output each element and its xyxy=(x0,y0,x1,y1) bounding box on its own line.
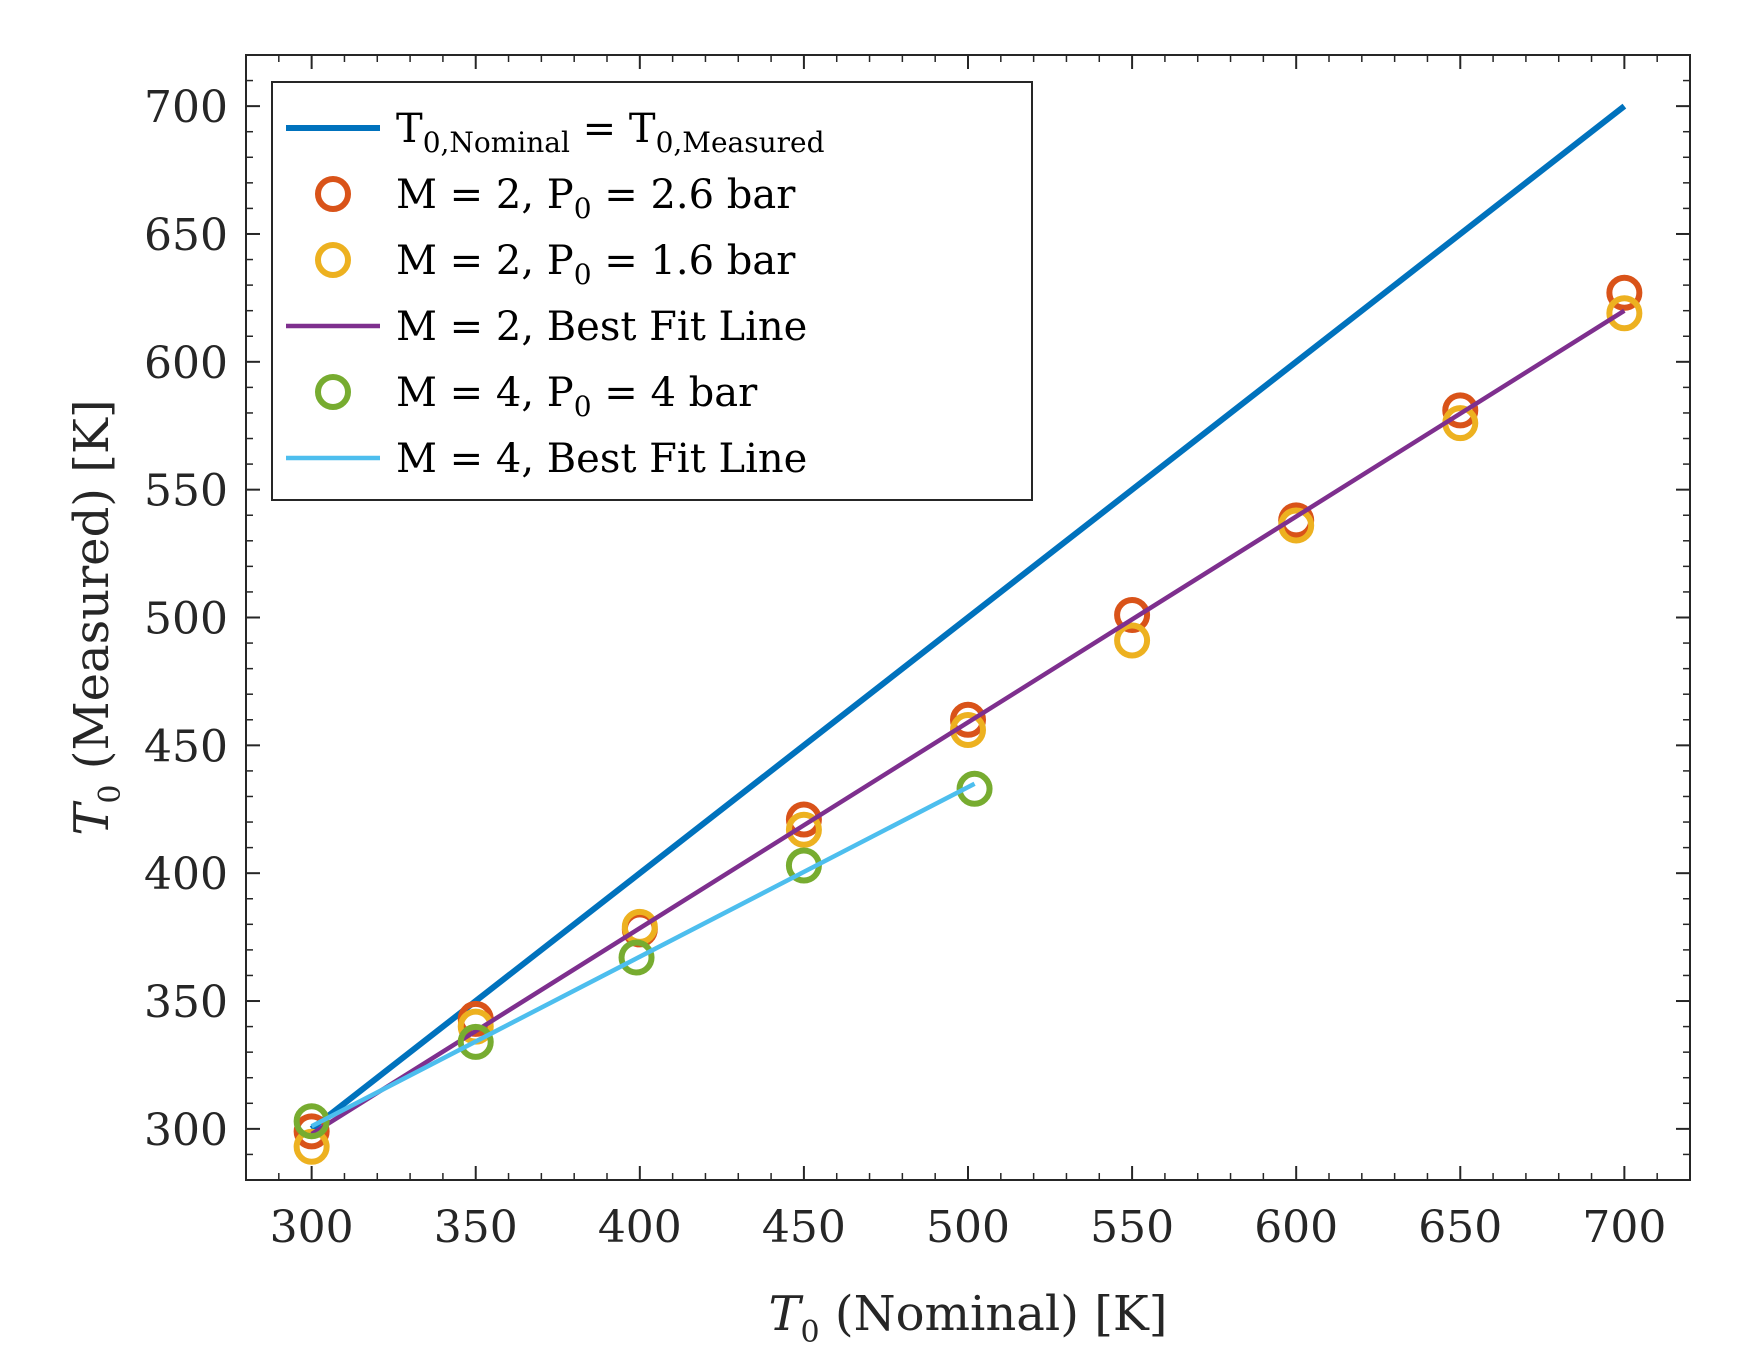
series-line-3 xyxy=(310,308,1626,1136)
y-tick-label-5: 550 xyxy=(144,466,228,517)
y-tick-label-4: 500 xyxy=(144,594,228,645)
legend-label-3: M = 2, Best Fit Line xyxy=(396,304,807,350)
y-tick-label-6: 600 xyxy=(144,338,228,389)
data-point-1-4 xyxy=(950,701,986,738)
legend-label-5: M = 4, Best Fit Line xyxy=(396,436,807,482)
data-point-2-3 xyxy=(785,811,822,848)
data-point-4-4 xyxy=(956,770,993,807)
data-point-4-2 xyxy=(618,939,655,976)
x-tick-label-4: 500 xyxy=(926,1202,1010,1253)
x-tick-label-2: 400 xyxy=(598,1202,682,1253)
legend-swatch-4 xyxy=(315,374,351,410)
data-point-1-5 xyxy=(1114,596,1151,633)
y-tick-label-8: 700 xyxy=(144,82,228,133)
axes: 300 350 400 450 500 550 600 650 700 300 350 400 450 5… xyxy=(144,54,1691,1253)
plot-area xyxy=(293,103,1643,1165)
series-line-5 xyxy=(310,781,976,1129)
y-tick-label-3: 450 xyxy=(144,721,228,772)
y-tick-label-2: 400 xyxy=(144,849,228,900)
y-tick-label-0: 300 xyxy=(144,1105,228,1156)
x-tick-label-0: 300 xyxy=(270,1202,354,1253)
data-point-2-8 xyxy=(1606,295,1643,332)
data-point-1-0 xyxy=(293,1113,330,1150)
legend: T0,Nominal = T0,Measured M = 2, P0 = 2.6 … xyxy=(271,81,1033,501)
data-point-1-7 xyxy=(1442,392,1479,429)
x-tick-label-3: 450 xyxy=(762,1202,846,1253)
x-tick-label-8: 700 xyxy=(1582,1202,1666,1253)
legend-label-0: T0,Nominal = T0,Measured xyxy=(396,106,825,159)
y-tick-label-1: 350 xyxy=(144,977,228,1028)
data-point-4-0 xyxy=(293,1103,330,1140)
legend-label-4: M = 4, P0 = 4 bar xyxy=(396,370,758,423)
x-tick-label-5: 550 xyxy=(1090,1202,1174,1253)
data-point-1-3 xyxy=(785,801,822,838)
legend-swatch-2 xyxy=(315,242,351,278)
x-tick-label-7: 650 xyxy=(1418,1202,1502,1253)
x-axis-label: T0 (Nominal) [K] xyxy=(768,1286,1167,1350)
y-axis-label: T0 (Measured) [K] xyxy=(64,399,128,835)
data-point-2-5 xyxy=(1114,622,1151,659)
data-point-1-8 xyxy=(1606,274,1643,311)
data-point-4-1 xyxy=(457,1023,494,1060)
legend-box xyxy=(271,81,1033,501)
series-line-0 xyxy=(309,103,1627,1132)
x-tick-label-6: 600 xyxy=(1254,1202,1338,1253)
legend-label-2: M = 2, P0 = 1.6 bar xyxy=(396,238,796,291)
legend-label-1: M = 2, P0 = 2.6 bar xyxy=(396,172,796,225)
legend-swatch-1 xyxy=(315,176,351,212)
y-tick-label-7: 650 xyxy=(144,210,228,261)
axis-labels: T0 (Nominal) [K] T0 (Measured) [K] xyxy=(64,399,1168,1350)
x-tick-label-1: 350 xyxy=(434,1202,518,1253)
